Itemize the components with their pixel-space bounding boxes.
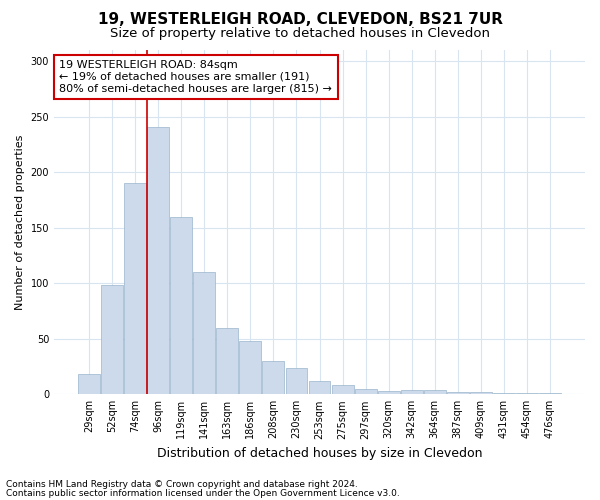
Text: Size of property relative to detached houses in Clevedon: Size of property relative to detached ho… [110, 28, 490, 40]
Bar [355, 389, 377, 394]
Bar [286, 368, 307, 394]
X-axis label: Distribution of detached houses by size in Clevedon: Distribution of detached houses by size … [157, 447, 482, 460]
Bar [470, 392, 492, 394]
Bar [217, 328, 238, 394]
Bar [147, 126, 169, 394]
Bar [78, 374, 100, 394]
Bar [424, 390, 446, 394]
Bar [239, 341, 262, 394]
Y-axis label: Number of detached properties: Number of detached properties [15, 134, 25, 310]
Text: Contains public sector information licensed under the Open Government Licence v3: Contains public sector information licen… [6, 488, 400, 498]
Bar [124, 184, 146, 394]
Bar [101, 286, 123, 395]
Bar [262, 361, 284, 394]
Bar [170, 216, 192, 394]
Text: 19, WESTERLEIGH ROAD, CLEVEDON, BS21 7UR: 19, WESTERLEIGH ROAD, CLEVEDON, BS21 7UR [97, 12, 503, 28]
Bar [193, 272, 215, 394]
Bar [516, 393, 538, 394]
Text: Contains HM Land Registry data © Crown copyright and database right 2024.: Contains HM Land Registry data © Crown c… [6, 480, 358, 489]
Bar [401, 390, 422, 394]
Bar [377, 391, 400, 394]
Bar [539, 393, 561, 394]
Bar [308, 381, 331, 394]
Text: 19 WESTERLEIGH ROAD: 84sqm
← 19% of detached houses are smaller (191)
80% of sem: 19 WESTERLEIGH ROAD: 84sqm ← 19% of deta… [59, 60, 332, 94]
Bar [332, 386, 353, 394]
Bar [493, 393, 515, 394]
Bar [447, 392, 469, 394]
